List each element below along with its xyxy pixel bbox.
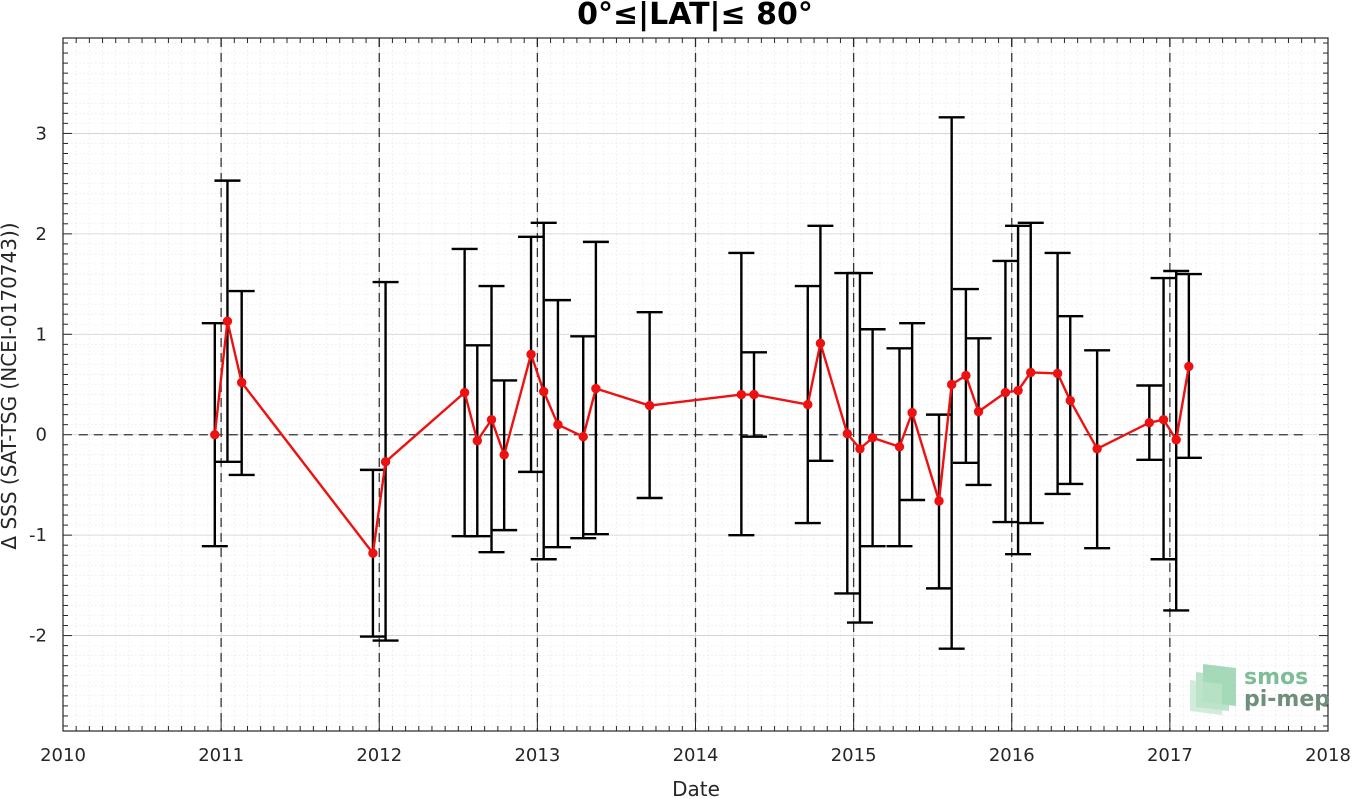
y-tick-label: -2 (29, 626, 47, 647)
data-point (499, 450, 509, 460)
data-point (644, 400, 655, 411)
series-line (213, 320, 1191, 555)
x-tick-label: 2012 (356, 745, 402, 766)
data-point (1026, 367, 1036, 378)
tick-labels: 2010 2011 2012 2013 2014 2015 2016 2017 2018-2-1… (29, 123, 1351, 766)
x-tick-label: 2010 (40, 745, 86, 766)
data-point (539, 386, 549, 397)
data-point (749, 389, 759, 400)
data-point (842, 429, 852, 439)
data-point (1171, 435, 1181, 445)
y-tick-label: 0 (36, 425, 47, 446)
data-point (591, 383, 601, 394)
logo-text-smos: smos (1244, 665, 1308, 690)
x-tick-label: 2015 (831, 745, 877, 766)
x-tick-label: 2018 (1305, 745, 1351, 766)
data-point (855, 444, 865, 454)
data-point (803, 399, 813, 410)
data-point (1013, 385, 1023, 396)
data-point (867, 433, 878, 443)
data-point (946, 379, 957, 390)
data-point (815, 338, 826, 349)
data-point (907, 407, 917, 418)
chart-title: 0°≤|LAT|≤ 80° (577, 0, 813, 32)
data-series (210, 316, 1194, 558)
data-point (973, 406, 984, 417)
x-axis-label: Date (672, 777, 720, 799)
axes-frame (62, 37, 1329, 732)
data-point (1065, 395, 1075, 406)
data-point (368, 548, 378, 558)
data-point (486, 414, 497, 425)
y-tick-label: 2 (36, 224, 47, 245)
data-point (236, 377, 247, 388)
x-tick-label: 2016 (989, 745, 1035, 766)
error-bars (201, 116, 1202, 650)
data-point (472, 436, 482, 446)
y-tick-label: 3 (36, 123, 47, 144)
y-tick-label: -1 (29, 525, 47, 546)
y-axis-label: Δ SSS (SAT-TSG (NCEI-0170743)) (0, 222, 21, 549)
logo-mark-icon (1190, 664, 1236, 715)
x-tick-label: 2017 (1147, 745, 1193, 766)
data-point (459, 387, 470, 398)
smos-pi-mep-logo: smos pi-mep (1190, 664, 1330, 715)
data-point (1184, 361, 1194, 372)
data-point (553, 419, 563, 430)
data-point (1158, 414, 1169, 425)
y-tick-label: 1 (36, 324, 47, 345)
logo-text-pi-mep: pi-mep (1244, 687, 1330, 712)
axis-ticks (62, 38, 1329, 731)
data-point (578, 432, 588, 442)
x-tick-label: 2014 (673, 745, 719, 766)
data-point (1092, 444, 1102, 454)
data-point (210, 430, 220, 440)
reference-lines (78, 38, 1306, 731)
data-point (1000, 387, 1011, 398)
x-tick-label: 2011 (198, 745, 244, 766)
data-point (934, 496, 944, 506)
x-tick-label: 2013 (514, 745, 560, 766)
data-point (1052, 368, 1063, 379)
data-point (1144, 417, 1155, 428)
data-point (380, 457, 391, 467)
data-point (894, 442, 905, 452)
data-point (526, 349, 536, 360)
data-point (961, 370, 971, 381)
data-point (736, 389, 747, 400)
data-point (222, 316, 233, 326)
